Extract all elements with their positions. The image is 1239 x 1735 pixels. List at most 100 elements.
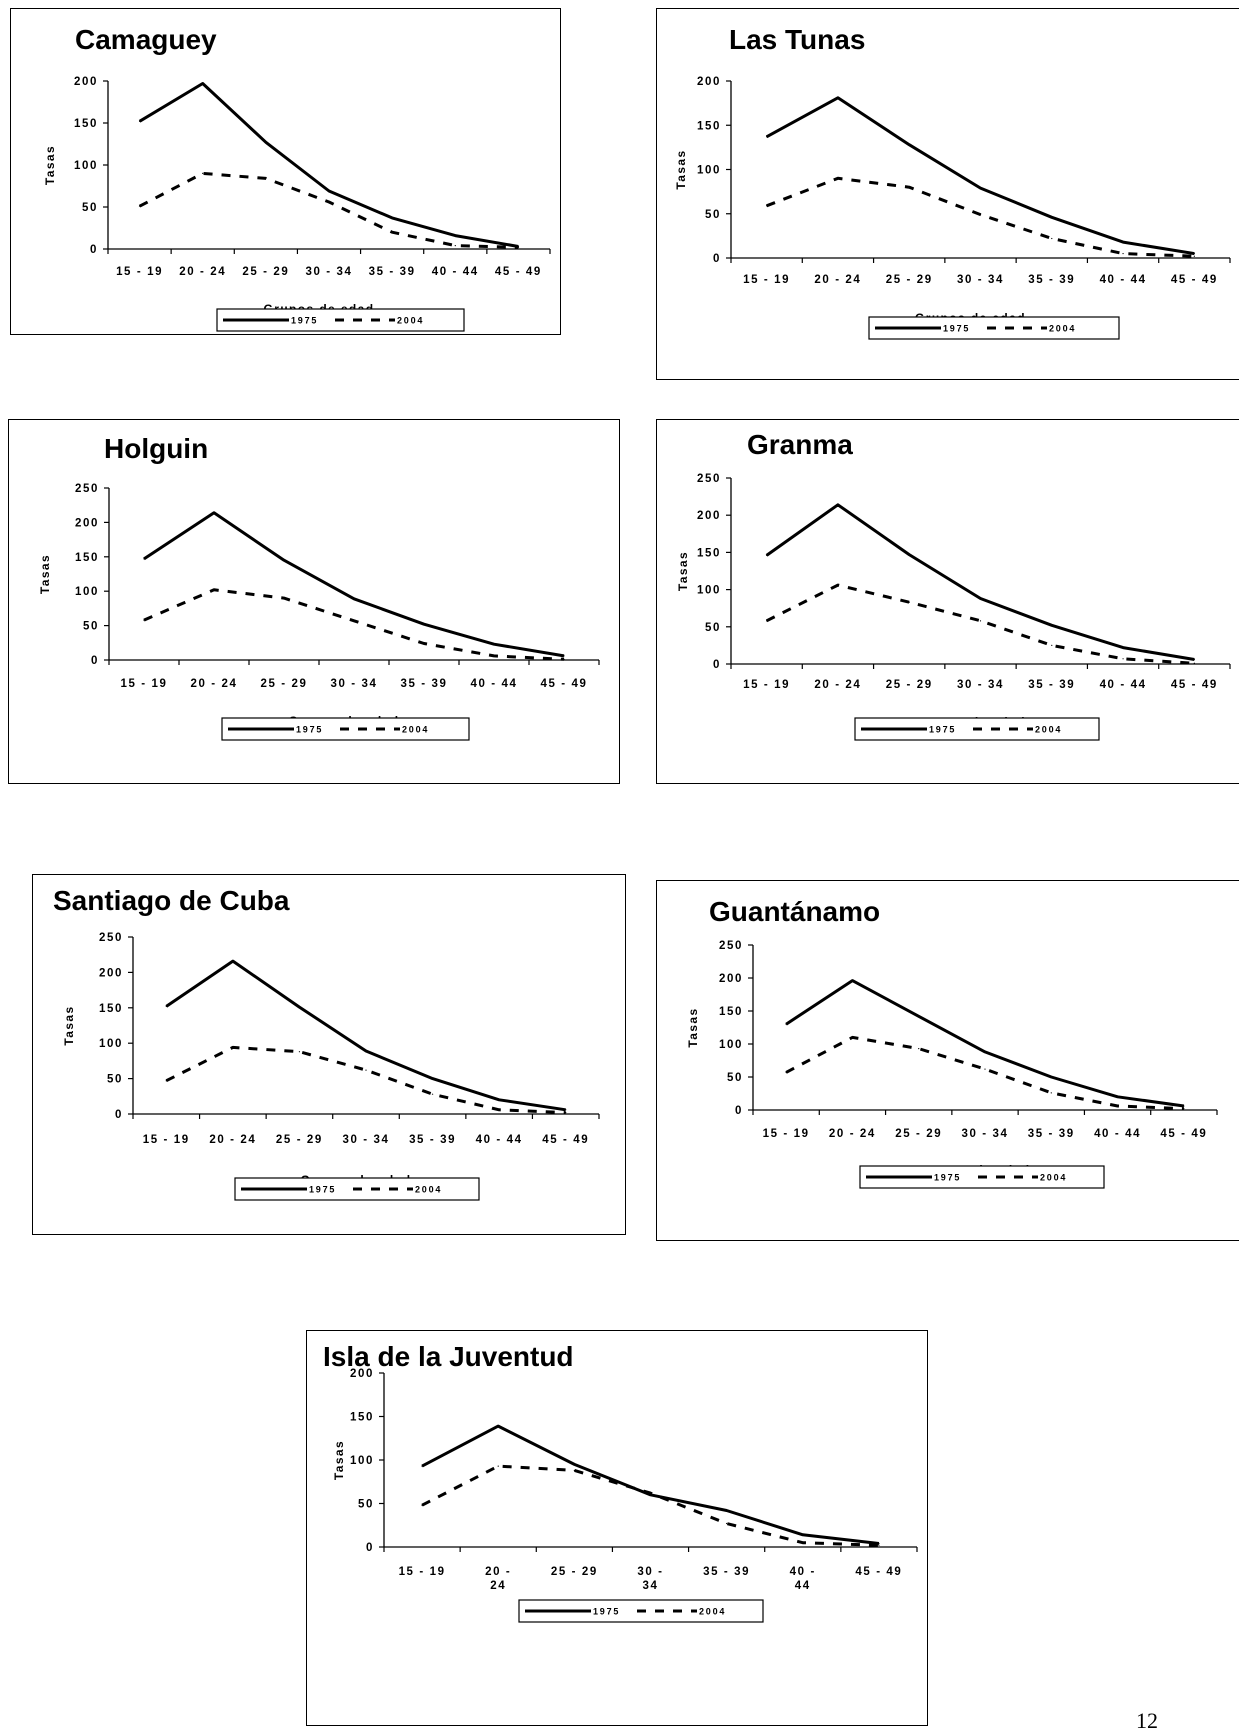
y-tick-label: 150	[350, 1412, 374, 1424]
y-tick-label: 150	[697, 547, 721, 559]
chart-title: Isla de la Juventud	[323, 1341, 574, 1372]
chart-panel-isla: Isla de la Juventud 0 50 100 150 200 15 - 19 20…	[306, 1330, 928, 1726]
x-tick-label: 30 - 34	[957, 274, 1004, 286]
data-point-2004	[766, 205, 768, 207]
x-tick-label: 40 - 44	[1100, 274, 1147, 286]
x-tick-label: 15 - 19	[399, 1566, 446, 1578]
legend-label-1975: 1975	[593, 1607, 620, 1617]
data-point-1975	[851, 980, 854, 982]
x-tick-label: 40 - 44	[1100, 679, 1147, 691]
chart-svg-las-tunas: Las Tunas 0 50 100 150 200 15 - 19 20 - 24 25 - …	[674, 24, 1231, 340]
chart-panel-las-tunas: Las Tunas 0 50 100 150 200 15 - 19 20 - 24 25 - …	[656, 8, 1239, 380]
x-tick-label: 15 - 19	[743, 274, 790, 286]
x-tick-label: 25 - 29	[260, 678, 307, 690]
data-point-2004	[517, 246, 520, 248]
data-point-1975	[1051, 216, 1053, 218]
legend-label-1975: 1975	[296, 725, 323, 735]
data-point-1975	[984, 1051, 986, 1053]
data-point-2004	[454, 245, 456, 247]
y-tick-label: 100	[719, 1039, 743, 1051]
y-tick-label: 0	[115, 1109, 123, 1121]
legend: 1975 2004	[859, 1165, 1105, 1189]
x-tick-label: 20 -24	[485, 1566, 511, 1592]
data-point-2004	[649, 1492, 652, 1494]
chart-panel-granma: Granma 0 50 100 150 200 250 15 - 19 20 - 24 25 - …	[656, 419, 1239, 784]
legend: 1975 2004	[854, 717, 1100, 741]
data-point-1975	[265, 141, 267, 143]
x-tick-label: 25 - 29	[895, 1128, 942, 1140]
x-tick-label: 30 - 34	[961, 1128, 1008, 1140]
x-tick-label: 15 - 19	[120, 678, 167, 690]
data-point-1975	[1193, 252, 1195, 255]
y-tick-label: 100	[697, 165, 721, 177]
data-point-2004	[878, 1544, 880, 1546]
series-line-1975	[765, 503, 1195, 661]
data-point-2004	[365, 1069, 367, 1071]
data-point-2004	[573, 1469, 575, 1472]
legend-label-2004: 2004	[1035, 725, 1062, 735]
data-point-2004	[138, 205, 141, 207]
data-point-1975	[979, 597, 982, 600]
chart-svg-holguin: Holguin 0 50 100 150 200 250 15 - 19 20 - 24 25 -…	[38, 433, 600, 741]
x-tick-label: 25 - 29	[551, 1566, 598, 1578]
data-point-2004	[353, 620, 355, 622]
legend-label-1975: 1975	[309, 1185, 336, 1195]
series-line-1975	[143, 511, 565, 658]
y-tick-label: 0	[735, 1105, 743, 1117]
legend-label-2004: 2004	[699, 1607, 726, 1617]
x-tick-label: 15 - 19	[143, 1134, 190, 1146]
data-point-1975	[908, 144, 910, 146]
data-point-1975	[365, 1050, 367, 1052]
series-line-1975	[138, 82, 519, 248]
data-point-2004	[918, 1048, 920, 1050]
data-point-2004	[908, 601, 910, 603]
x-tick-label: 20 - 24	[814, 274, 861, 286]
x-tick-label: 25 - 29	[276, 1134, 323, 1146]
data-point-2004	[1183, 1108, 1185, 1110]
x-tick-label: 20 - 24	[179, 266, 226, 278]
data-point-1975	[498, 1099, 500, 1101]
y-axis-label: Tasas	[676, 551, 690, 591]
y-tick-label: 100	[74, 160, 98, 172]
x-tick-label: 40 - 44	[476, 1134, 523, 1146]
series-line-2004	[421, 1464, 879, 1547]
x-tick-label: 45 - 49	[1171, 679, 1218, 691]
data-point-1975	[918, 1015, 920, 1017]
data-point-1975	[143, 558, 145, 560]
data-point-1975	[908, 554, 910, 556]
data-point-2004	[498, 1109, 500, 1111]
y-tick-label: 200	[75, 517, 99, 529]
legend: 1975 2004	[518, 1599, 764, 1623]
data-point-2004	[563, 658, 565, 660]
data-point-1975	[328, 190, 330, 192]
x-tick-label: 45 - 49	[855, 1566, 902, 1578]
y-tick-label: 100	[99, 1038, 123, 1050]
y-tick-label: 100	[697, 585, 721, 597]
data-point-2004	[802, 1542, 804, 1544]
data-point-2004	[283, 597, 285, 599]
data-point-2004	[497, 1465, 499, 1467]
legend-label-1975: 1975	[934, 1173, 961, 1183]
legend-label-1975: 1975	[929, 725, 956, 735]
y-tick-label: 150	[697, 120, 721, 132]
data-point-2004	[1051, 644, 1053, 646]
y-tick-label: 100	[75, 586, 99, 598]
data-point-1975	[497, 1425, 499, 1427]
y-tick-label: 0	[713, 659, 721, 671]
x-tick-label: 25 - 29	[886, 679, 933, 691]
y-tick-label: 250	[75, 483, 99, 495]
data-point-1975	[726, 1509, 728, 1512]
chart-svg-santiago-de-cuba: Santiago de Cuba 0 50 100 150 200 250 15 - 19 20…	[53, 885, 600, 1201]
x-tick-label: 25 - 29	[886, 274, 933, 286]
series-line-1975	[765, 96, 1195, 256]
x-tick-label: 45 - 49	[1160, 1128, 1207, 1140]
data-point-1975	[785, 1023, 787, 1025]
y-tick-label: 50	[358, 1499, 374, 1511]
chart-title: Guantánamo	[709, 896, 880, 927]
y-tick-label: 200	[74, 76, 98, 88]
data-point-2004	[143, 619, 145, 621]
data-point-1975	[1051, 624, 1053, 626]
y-tick-label: 200	[697, 76, 721, 88]
x-tick-label: 30 -34	[637, 1566, 663, 1592]
y-tick-label: 200	[719, 973, 743, 985]
